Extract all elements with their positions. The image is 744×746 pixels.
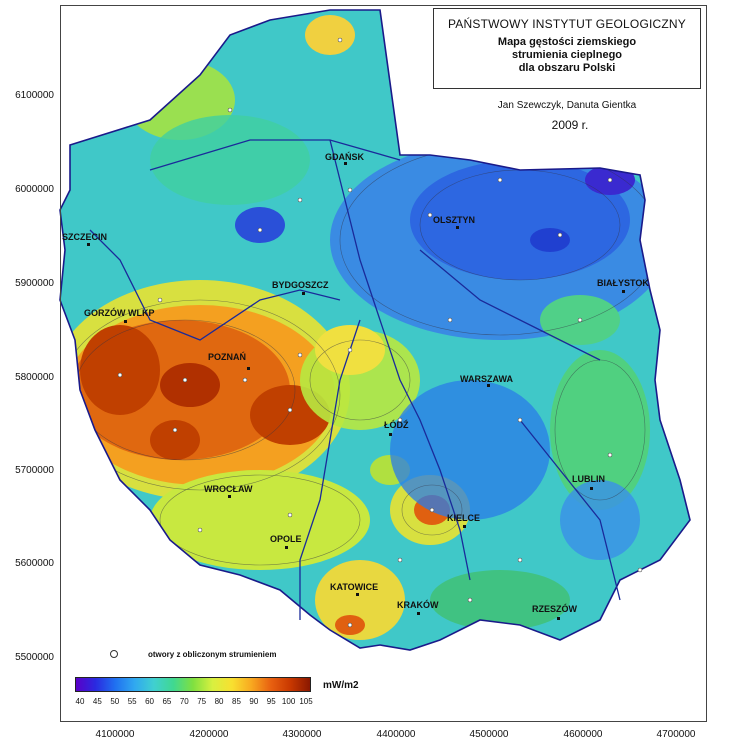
scale-tick-label: 85	[232, 697, 241, 706]
city-label-poznan: POZNAŃ	[208, 352, 246, 362]
authors: Jan Szewczyk, Danuta Gientka	[497, 100, 637, 111]
city-label-wroclaw: WROCŁAW	[204, 484, 253, 494]
scale-tick-label: 50	[110, 697, 120, 706]
country-border	[59, 9, 691, 651]
city-label-gdansk: GDAŃSK	[325, 152, 365, 162]
x-tick: 4300000	[282, 729, 322, 740]
city-label-katowice: KATOWICE	[330, 582, 379, 592]
point-legend-icon	[110, 650, 118, 658]
scale-tick-label: 90	[249, 697, 259, 706]
city-markers	[87, 162, 625, 620]
scale-tick-label: 70	[179, 697, 189, 706]
y-tick: 5800000	[15, 372, 54, 383]
city-label-krakow: KRAKÓW	[397, 600, 439, 610]
map-title: Mapa gęstości ziemskiego strumienia ciep…	[434, 36, 700, 75]
city-label-bialystok: BIAŁYSTOK	[597, 278, 649, 288]
city-label-warszawa: WARSZAWA	[460, 374, 513, 384]
city-label-olsztyn: OLSZTYN	[433, 215, 475, 225]
city-label-szczecin: SZCZECIN	[62, 232, 107, 242]
measurement-points	[117, 37, 643, 628]
x-tick: 4600000	[563, 729, 603, 740]
city-label-rzeszow: RZESZÓW	[532, 604, 577, 614]
y-tick: 5600000	[15, 558, 54, 569]
city-label-opole: OPOLE	[270, 534, 302, 544]
scale-tick-label: 95	[266, 697, 276, 706]
x-tick: 4700000	[656, 729, 696, 740]
city-label-bydgoszcz: BYDGOSZCZ	[272, 280, 329, 290]
x-tick: 4500000	[469, 729, 509, 740]
scale-tick-label: 40	[75, 697, 85, 706]
point-legend-label: otwory z obliczonym strumieniem	[148, 650, 277, 659]
city-label-lodz: ŁÓDŹ	[384, 420, 409, 430]
scale-tick-label: 80	[214, 697, 224, 706]
institute-name: PAŃSTWOWY INSTYTUT GEOLOGICZNY	[447, 17, 687, 31]
scale-tick-label: 75	[197, 697, 207, 706]
y-tick: 5700000	[15, 465, 54, 476]
y-tick: 5900000	[15, 278, 54, 289]
y-tick: 5500000	[15, 652, 54, 663]
city-label-kielce: KIELCE	[447, 513, 481, 523]
x-tick: 4100000	[95, 729, 135, 740]
unit-label: mW/m2	[323, 680, 359, 691]
color-scale-bar	[75, 677, 311, 692]
y-tick: 6000000	[15, 184, 54, 195]
scale-tick-label: 45	[92, 697, 102, 706]
scale-tick-label: 100	[281, 697, 296, 706]
scale-tick-label: 60	[145, 697, 154, 706]
rivers	[89, 139, 621, 620]
scale-tick-label: 105	[299, 697, 313, 706]
map-title-line: dla obszaru Polski	[518, 62, 616, 74]
city-label-gorzow: GORZÓW WLKP	[84, 308, 155, 318]
x-tick: 4400000	[376, 729, 416, 740]
title-box: PAŃSTWOWY INSTYTUT GEOLOGICZNY Mapa gęst…	[433, 8, 701, 89]
scale-tick-label: 55	[127, 697, 137, 706]
city-label-lublin: LUBLIN	[572, 474, 605, 484]
scale-tick-label: 65	[162, 697, 172, 706]
map-title-line: strumienia cieplnego	[511, 49, 623, 61]
year: 2009 r.	[551, 118, 589, 132]
x-tick: 4200000	[189, 729, 229, 740]
map-title-line: Mapa gęstości ziemskiego	[497, 36, 637, 48]
y-tick: 6100000	[15, 90, 54, 101]
